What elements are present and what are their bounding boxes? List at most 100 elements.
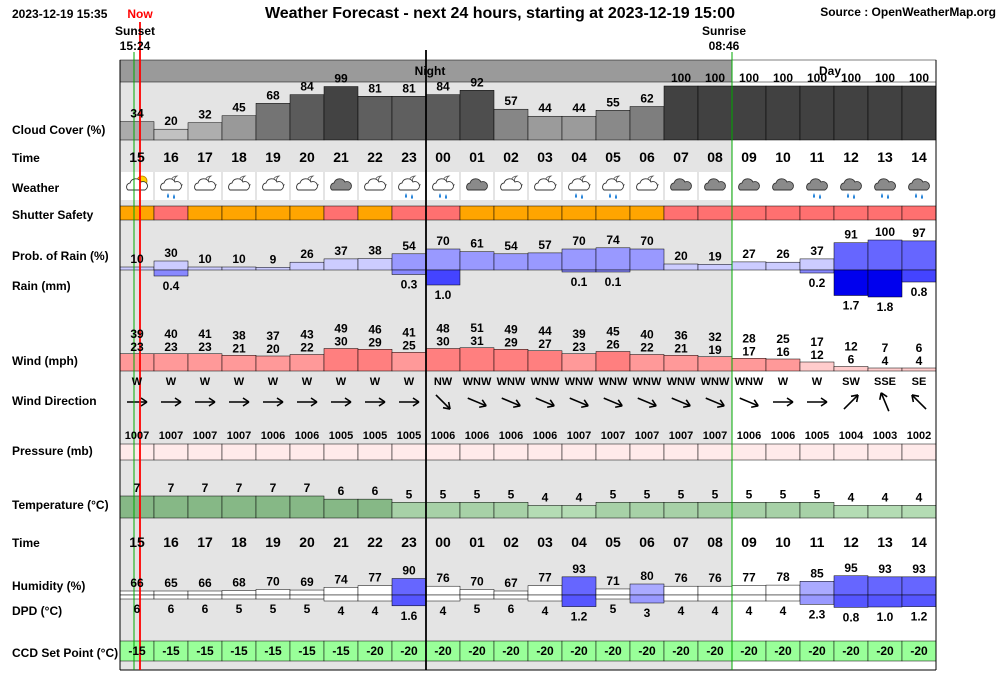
row-label-rain-prob: Prob. of Rain (%) (12, 249, 109, 263)
humidity-value: 93 (572, 562, 586, 576)
temperature-bar (765, 502, 801, 519)
cloud-rain-icon (908, 178, 930, 199)
raindrop (167, 193, 169, 198)
wind-arrow-icon (331, 397, 352, 407)
dpd-bar (765, 594, 801, 602)
shutter-cell (765, 205, 801, 221)
wind-speed-value: 4 (882, 354, 889, 368)
cloud-shape (432, 178, 454, 191)
rain-prob-value: 10 (232, 252, 246, 266)
humidity-value: 65 (164, 576, 178, 590)
arrow-head (174, 397, 182, 407)
dpd-value: 2.3 (809, 607, 826, 621)
wind-direction-label: WNW (565, 376, 594, 388)
cloud-shape (874, 178, 896, 191)
wind-bar (391, 352, 427, 372)
cloud-bar (153, 128, 189, 141)
cloud-icon (738, 178, 760, 191)
time-label-bottom: 11 (810, 534, 825, 550)
time-label-bottom: 05 (605, 534, 621, 550)
wind-arrow-icon (843, 394, 859, 410)
row-label-shutter: Shutter Safety (12, 208, 94, 222)
wind-direction-label: W (302, 376, 313, 388)
wind-gust-value: 7 (882, 341, 889, 355)
rain-prob-bar (527, 252, 563, 271)
wind-direction-label: WNW (667, 376, 696, 388)
cloud-rain-icon (840, 178, 862, 199)
pressure-cell (459, 443, 495, 461)
humidity-bar (493, 590, 529, 596)
arrow-shaft (603, 397, 622, 407)
cloud-bar (629, 106, 665, 141)
now-label: Now (127, 7, 153, 21)
cloud-moon-icon (296, 175, 320, 191)
time-label-bottom: 12 (843, 534, 859, 550)
pressure-value: 1002 (907, 430, 931, 442)
time-label-bottom: 04 (571, 534, 587, 550)
time-label: 11 (810, 149, 825, 165)
temperature-bar (221, 495, 257, 519)
arrow-head (310, 397, 318, 407)
pressure-value: 1007 (635, 430, 659, 442)
rain-prob-bar (493, 253, 529, 271)
rain-mm-bar (901, 269, 937, 283)
temperature-value: 4 (576, 490, 583, 504)
ccd-value: -15 (162, 644, 180, 658)
rain-prob-value: 54 (402, 239, 416, 253)
wind-bar (697, 356, 733, 372)
humidity-bar (119, 590, 155, 596)
pressure-value: 1005 (329, 430, 353, 442)
raindrop (173, 194, 175, 199)
humidity-value: 66 (130, 576, 144, 590)
cloud-moon-icon (364, 175, 388, 191)
cloud-shape (194, 178, 216, 191)
rain-mm-bar (153, 269, 189, 277)
time-label-bottom: 00 (435, 534, 451, 550)
time-label: 10 (775, 149, 791, 165)
cloud-value: 100 (671, 71, 691, 85)
wind-direction-label: W (370, 376, 381, 388)
rain-mm-bar (425, 269, 461, 286)
arrow-shaft (467, 397, 486, 407)
rain-prob-value: 70 (640, 234, 654, 248)
humidity-bar (867, 576, 903, 596)
cloud-shape (840, 178, 862, 191)
cloud-moon-icon (500, 175, 524, 191)
cloud-shape (262, 178, 284, 191)
wind-bar (323, 348, 359, 372)
wind-bar (527, 350, 563, 372)
arrow-shaft (435, 394, 450, 409)
wind-speed-value: 29 (368, 335, 382, 349)
time-label-bottom: 21 (333, 534, 349, 550)
cloud-value: 34 (130, 107, 144, 121)
temperature-bar (867, 505, 903, 519)
humidity-value: 85 (810, 566, 824, 580)
wind-arrow-icon (229, 397, 250, 407)
time-label-bottom: 23 (401, 534, 417, 550)
wind-direction-label: SE (912, 376, 927, 388)
time-label: 13 (877, 149, 893, 165)
cloud-shape (670, 178, 692, 191)
wind-arrow-icon (603, 397, 623, 409)
pressure-cell (799, 443, 835, 461)
temperature-value: 7 (168, 481, 175, 495)
shutter-cell (459, 205, 495, 221)
cloud-bar (833, 85, 869, 141)
humidity-value: 67 (504, 576, 518, 590)
arrow-shaft (912, 395, 927, 410)
pressure-cell (731, 443, 767, 461)
cloud-bar (425, 94, 461, 141)
time-label-bottom: 07 (673, 534, 689, 550)
time-label-bottom: 02 (503, 534, 519, 550)
cloud-value: 68 (266, 88, 280, 102)
dpd-value: 6 (202, 602, 209, 616)
shutter-cell (629, 205, 665, 221)
wind-bar (731, 358, 767, 372)
dpd-value: 5 (236, 602, 243, 616)
temperature-value: 4 (882, 490, 889, 504)
dpd-value: 1.2 (911, 610, 928, 624)
humidity-value: 77 (742, 571, 756, 585)
temperature-bar (459, 502, 495, 519)
temperature-value: 7 (304, 481, 311, 495)
